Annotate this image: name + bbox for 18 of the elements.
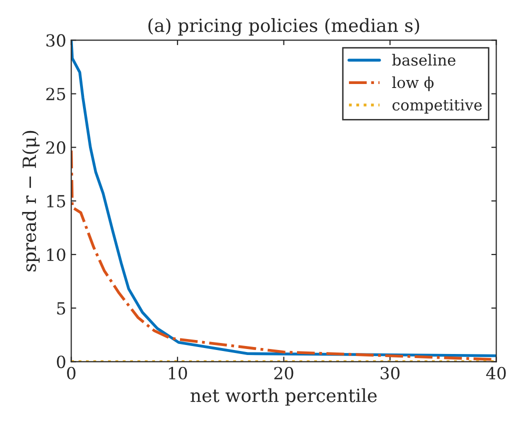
y-tick-label: 25	[46, 88, 66, 100]
y-tick-label: 15	[47, 194, 66, 208]
y-tick-label: 0	[56, 356, 66, 368]
x-tick-label: 0	[67, 366, 76, 380]
x-tick-label: 10	[168, 366, 188, 380]
legend-label: competitive	[392, 99, 482, 114]
legend-label: baseline	[392, 54, 456, 66]
chart-title: (a) pricing policies (median s)	[148, 18, 420, 36]
y-tick-label: 5	[57, 302, 66, 315]
x-tick-label: 30	[380, 366, 400, 380]
x-axis-title: net worth percentile	[190, 388, 377, 406]
y-tick-label: 30	[46, 34, 66, 47]
y-axis-title: spread r − R(μ)	[22, 130, 40, 272]
x-tick-label: 20	[274, 366, 294, 380]
x-tick-label: 40	[486, 366, 506, 380]
y-tick-label: 10	[47, 248, 66, 262]
y-tick-label: 20	[46, 141, 66, 154]
legend-label: low ϕ	[392, 76, 434, 92]
